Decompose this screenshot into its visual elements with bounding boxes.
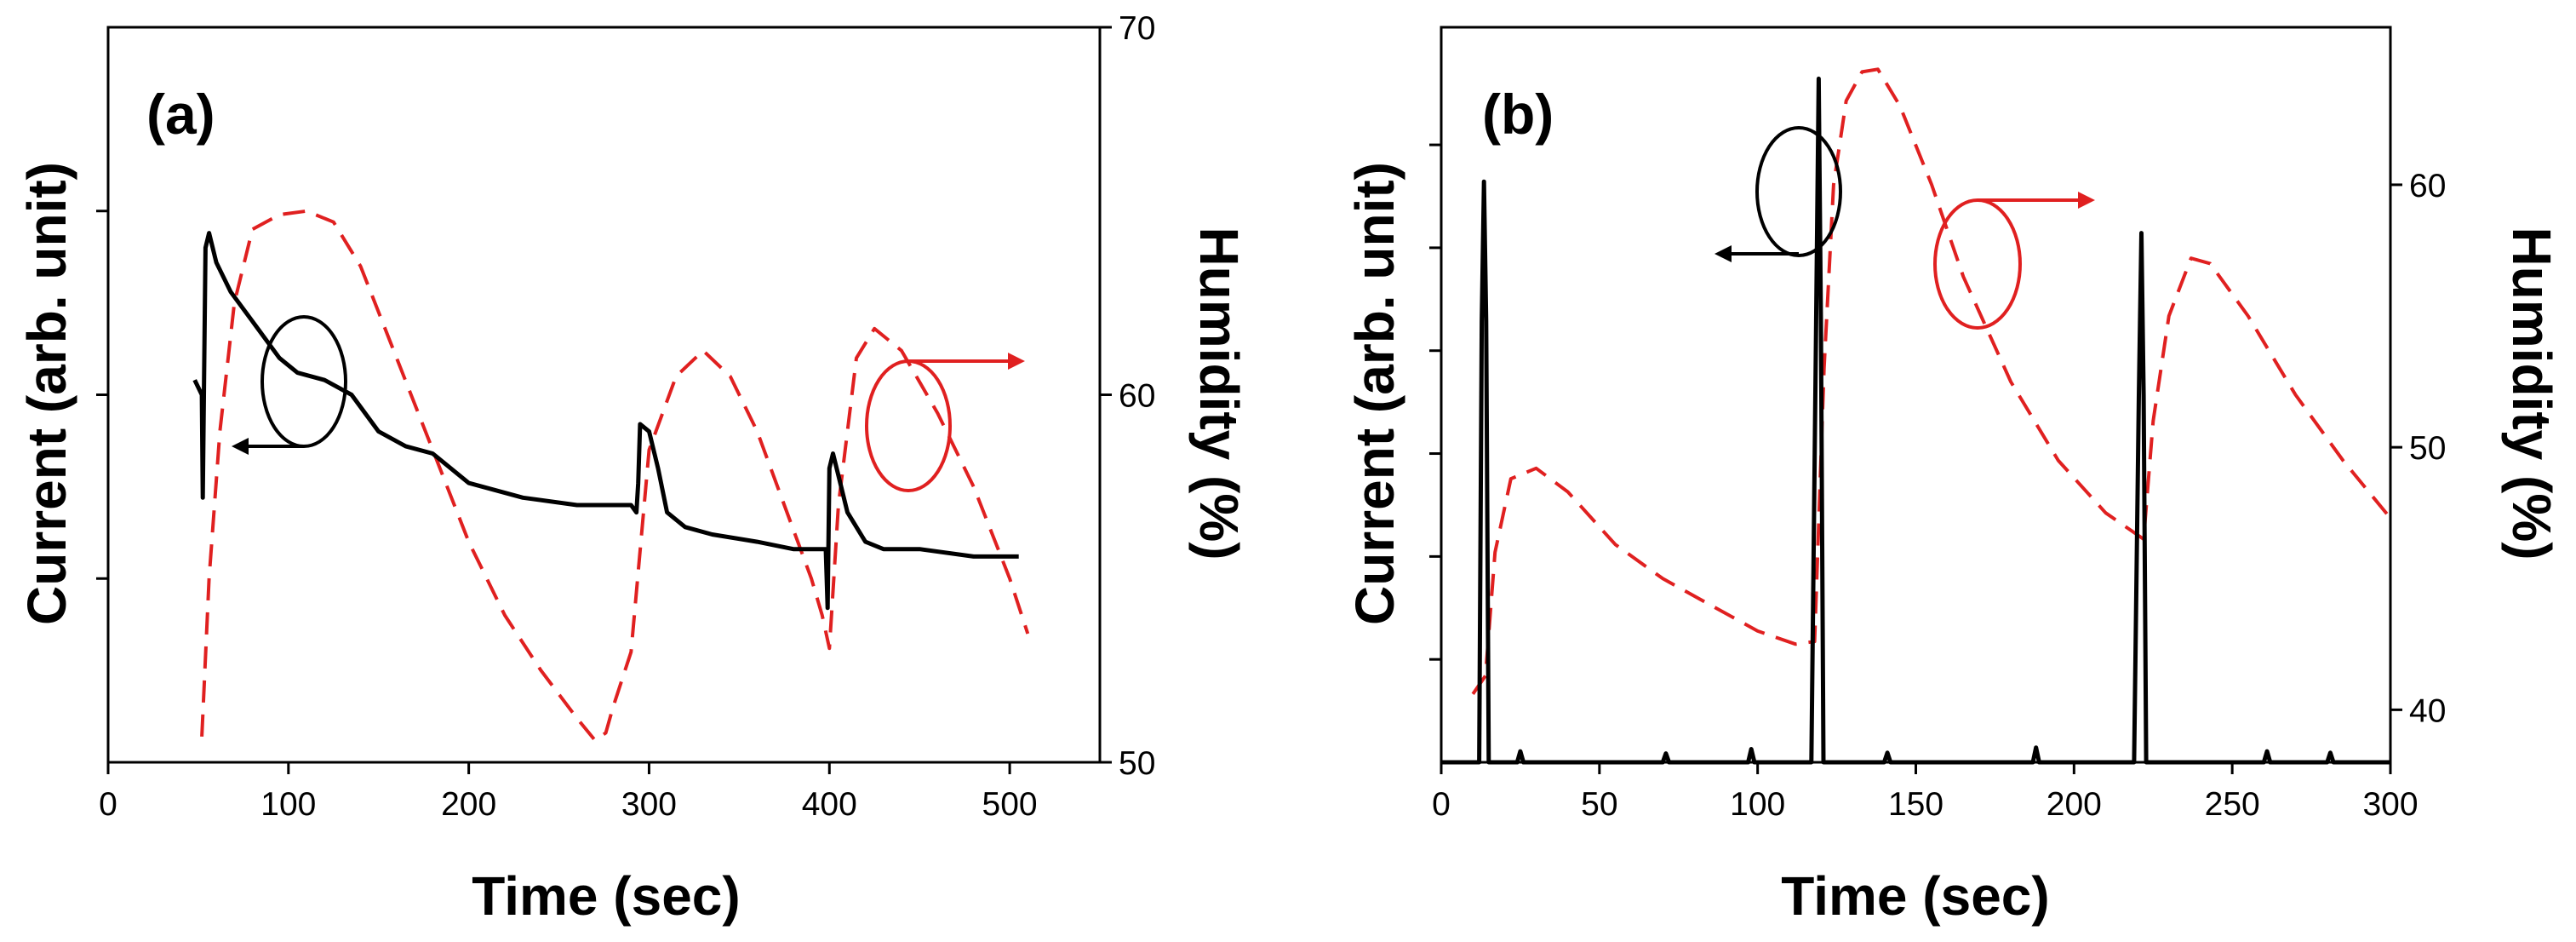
- humidity-arrow-head-icon: [2078, 192, 2095, 209]
- panel-b-x-ticks: 0 50 100 150 200 250 300: [1432, 762, 2419, 823]
- current-line: [192, 231, 1019, 611]
- humidity-marker-circle: [865, 359, 952, 492]
- x-tick-label: 100: [1730, 786, 1785, 823]
- x-tick-label: 400: [802, 786, 857, 823]
- panel-b-right-ticks: 40 50 60: [2390, 168, 2446, 729]
- panel-a-x-axis-title: Time (sec): [472, 865, 740, 927]
- x-tick-label: 200: [441, 786, 496, 823]
- panel-b-humidity-annotation: [1933, 192, 2095, 330]
- current-line: [1441, 76, 2390, 765]
- x-tick-label: 0: [1432, 786, 1451, 823]
- x-tick-label: 500: [982, 786, 1038, 823]
- panel-a-right-ticks: 50 60 70: [1100, 10, 1155, 782]
- panel-b-x-axis-title: Time (sec): [1781, 865, 2049, 927]
- current-arrow-head-icon: [1714, 245, 1732, 262]
- x-tick-label: 300: [621, 786, 677, 823]
- panel-a-current-annotation: [232, 315, 347, 455]
- humidity-line: [1471, 67, 2392, 696]
- panel-b-left-ticks: [1429, 143, 1441, 661]
- x-tick-label: 250: [2205, 786, 2260, 823]
- panel-a-left-ticks: [96, 210, 108, 580]
- humidity-arrow-head-icon: [1008, 353, 1025, 370]
- panel-a-frame: [106, 26, 1102, 764]
- current-arrow-head-icon: [232, 438, 249, 455]
- panel-b-frame: [1440, 26, 2392, 764]
- panel-a-right-axis-title: Humidity (%): [1188, 227, 1250, 560]
- panel-b-humidity-series: [1471, 67, 2392, 696]
- right-tick-label: 40: [2409, 692, 2446, 729]
- x-tick-label: 200: [2046, 786, 2102, 823]
- panel-b-label: (b): [1482, 83, 1554, 146]
- panel-b-left-axis-title: Current (arb. unit): [1344, 162, 1405, 625]
- right-tick-label: 50: [2409, 430, 2446, 467]
- right-tick-label: 60: [2409, 168, 2446, 204]
- x-tick-label: 300: [2362, 786, 2418, 823]
- panel-b-right-axis-title: Humidity (%): [2501, 227, 2562, 560]
- current-marker-circle: [260, 315, 347, 448]
- panel-a: 0 100 200 300 400 500 50 60 70 (a) Time (sec) C…: [16, 10, 1250, 927]
- panel-a-left-axis-title: Current (arb. unit): [16, 162, 77, 625]
- panel-b: 0 50 100 150 200 250 300 40 50 60 (b) Time (sec)…: [1344, 26, 2562, 927]
- panel-a-label: (a): [146, 83, 215, 146]
- humidity-line: [200, 209, 1030, 743]
- panel-a-x-ticks: 0 100 200 300 400 500: [99, 762, 1038, 823]
- right-tick-label: 70: [1119, 10, 1155, 47]
- right-tick-label: 50: [1119, 745, 1155, 782]
- panel-b-current-annotation: [1714, 126, 1842, 262]
- panel-a-humidity-annotation: [865, 353, 1025, 492]
- x-tick-label: 150: [1888, 786, 1943, 823]
- panel-a-humidity-series: [200, 209, 1030, 743]
- x-tick-label: 0: [99, 786, 117, 823]
- panel-a-current-series: [192, 231, 1019, 611]
- panel-b-current-series: [1441, 76, 2390, 765]
- x-tick-label: 100: [260, 786, 316, 823]
- right-tick-label: 60: [1119, 378, 1155, 415]
- x-tick-label: 50: [1581, 786, 1617, 823]
- current-marker-circle: [1755, 126, 1842, 257]
